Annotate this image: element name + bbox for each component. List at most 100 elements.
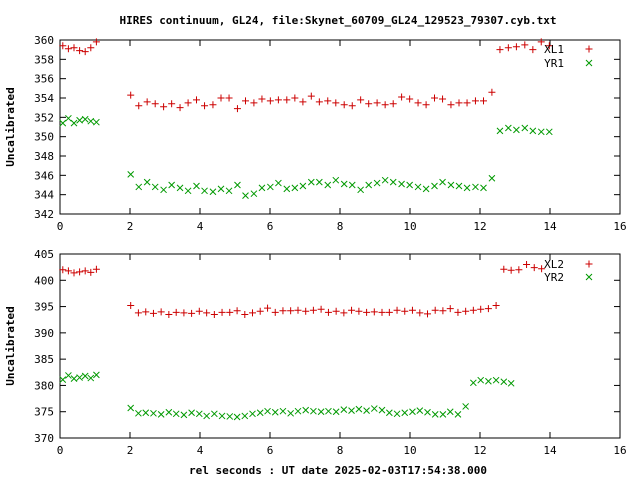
data-point xyxy=(160,103,168,111)
data-point xyxy=(134,309,142,317)
data-point xyxy=(422,101,430,109)
data-point xyxy=(242,97,249,105)
data-point xyxy=(315,98,323,106)
data-point xyxy=(504,124,512,132)
data-point xyxy=(150,409,157,417)
data-point xyxy=(168,100,176,108)
data-point xyxy=(381,101,389,109)
x-tick-label: 2 xyxy=(127,220,134,233)
data-point xyxy=(309,306,317,314)
chart-panel-2: 0 2 4 6 8 10 12 14 16 370 375 380 385 390 395 400 405 Unc… xyxy=(4,248,627,457)
data-point xyxy=(157,410,165,418)
data-point xyxy=(93,371,100,379)
y-tick-label: 360 xyxy=(34,34,54,47)
data-point xyxy=(218,412,226,420)
data-point xyxy=(355,307,363,315)
data-point xyxy=(389,178,397,186)
data-point xyxy=(195,410,203,418)
series-YR1 xyxy=(59,114,553,199)
data-point xyxy=(176,104,184,112)
data-point xyxy=(135,409,142,417)
series-YR2 xyxy=(59,371,515,421)
data-point xyxy=(324,308,332,316)
data-point xyxy=(180,309,188,317)
data-point xyxy=(275,179,282,187)
data-point xyxy=(142,409,150,417)
data-point xyxy=(302,406,310,414)
data-point xyxy=(201,187,208,195)
y-tick-label: 390 xyxy=(34,327,54,340)
data-point xyxy=(378,308,386,316)
data-point xyxy=(431,182,438,190)
data-point xyxy=(424,408,431,416)
data-point xyxy=(294,407,302,415)
y-tick-label: 405 xyxy=(34,248,54,261)
data-point xyxy=(266,97,274,105)
data-point xyxy=(521,41,529,49)
data-point xyxy=(226,308,234,316)
data-point xyxy=(76,374,83,381)
data-point xyxy=(332,176,340,184)
data-point xyxy=(348,181,356,189)
data-point xyxy=(184,99,192,107)
data-point xyxy=(266,183,274,191)
data-point xyxy=(127,404,135,412)
data-point xyxy=(363,407,370,415)
data-point xyxy=(469,379,477,387)
y-tick-label: 375 xyxy=(34,406,54,419)
y-tick-label: 395 xyxy=(34,301,54,314)
data-point xyxy=(127,302,135,310)
data-point xyxy=(70,44,78,52)
y-tick-label: 380 xyxy=(34,379,54,392)
data-point xyxy=(363,308,371,316)
data-point xyxy=(283,185,291,193)
data-point xyxy=(87,44,95,52)
data-point xyxy=(431,306,439,314)
data-point xyxy=(250,99,258,107)
y-tick-label: 348 xyxy=(34,150,54,163)
data-point xyxy=(492,376,500,384)
data-point xyxy=(241,412,249,420)
data-point xyxy=(401,307,409,315)
legend-marker xyxy=(585,260,593,268)
x-tick-label: 8 xyxy=(337,444,344,457)
data-point xyxy=(484,305,492,313)
data-point xyxy=(513,126,520,134)
data-point xyxy=(537,38,545,46)
data-point xyxy=(488,88,496,96)
data-point xyxy=(496,46,504,54)
data-point xyxy=(357,186,365,194)
data-point xyxy=(538,265,546,273)
data-point xyxy=(184,187,192,195)
data-point xyxy=(256,409,264,417)
data-point xyxy=(317,408,325,416)
data-point xyxy=(271,408,279,416)
data-point xyxy=(310,407,317,415)
data-point xyxy=(500,265,508,273)
series-XL1 xyxy=(59,38,553,113)
data-point xyxy=(165,408,173,416)
legend-label: XL1 xyxy=(544,43,564,56)
x-tick-label: 14 xyxy=(543,444,557,457)
data-point xyxy=(406,181,414,189)
data-point xyxy=(447,101,455,109)
y-tick-label: 350 xyxy=(34,131,54,144)
data-point xyxy=(530,264,538,272)
data-point xyxy=(385,308,393,316)
data-point xyxy=(348,407,355,415)
data-point xyxy=(203,309,211,317)
y-tick-label: 346 xyxy=(34,169,54,182)
chart-panel-1: 0 2 4 6 8 10 12 14 16 342 344 346 348 350 352 354 356 358… xyxy=(4,34,627,233)
legend-marker xyxy=(585,59,593,67)
data-point xyxy=(340,309,348,317)
data-point xyxy=(287,409,295,417)
data-point xyxy=(406,95,414,103)
data-point xyxy=(299,182,307,190)
data-point xyxy=(59,42,67,50)
data-point xyxy=(188,409,195,417)
data-point xyxy=(70,119,78,127)
data-point xyxy=(172,410,180,418)
data-point xyxy=(340,180,348,188)
data-point xyxy=(76,47,84,55)
